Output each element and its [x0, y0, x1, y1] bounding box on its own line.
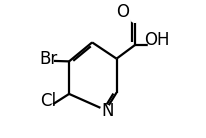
Text: O: O — [116, 3, 129, 21]
Text: OH: OH — [144, 31, 170, 49]
Text: N: N — [102, 102, 114, 120]
Circle shape — [40, 101, 54, 115]
Circle shape — [101, 105, 111, 115]
Text: Cl: Cl — [40, 92, 56, 110]
Circle shape — [40, 54, 53, 67]
Text: Br: Br — [40, 50, 58, 68]
Circle shape — [148, 39, 161, 51]
Circle shape — [131, 14, 139, 22]
